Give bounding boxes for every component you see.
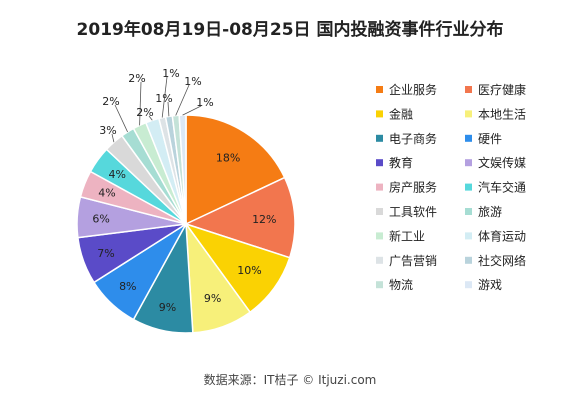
leader-line [111,133,115,143]
leader-line [114,104,128,133]
leader-lines [111,76,202,143]
legend-label: 电子商务 [389,131,437,146]
legend-swatch [465,208,472,215]
slice-label: 3% [99,124,116,137]
slice-label: 2% [136,106,153,119]
legend-swatch [465,183,472,191]
slice-label: 1% [196,96,213,109]
legend-label: 金融 [389,106,413,121]
slice-label: 4% [108,168,125,181]
slice-label: 4% [98,187,115,200]
slice-label: 1% [184,75,201,88]
slice-label: 2% [102,95,119,108]
leader-line [167,101,170,117]
legend-swatch [376,134,383,142]
legend-label: 医疗健康 [478,82,526,97]
leader-line [175,84,190,116]
legend-swatch [376,159,383,167]
legend-swatch [376,208,383,215]
legend-label: 硬件 [478,132,502,146]
legend-swatch [465,281,472,289]
legend-label: 体育运动 [478,228,526,243]
legend-label: 汽车交通 [478,180,526,195]
slice-label: 6% [92,213,109,226]
legend-label: 游戏 [478,278,502,292]
chart-title: 2019年08月19日-08月25日 国内投融资事件行业分布 [77,19,504,40]
slice-labels: 18%12%10%9%9%8%7%6%4%4%3%2%2%2%1%1%1%1% [92,67,276,314]
slice-label: 2% [128,72,145,85]
leader-line [139,81,142,126]
legend-label: 工具软件 [389,205,437,219]
legend-label: 旅游 [478,205,502,219]
pie-slices [76,114,296,334]
legend-swatch [376,86,383,93]
slice-label: 1% [155,92,172,105]
legend-swatch [465,159,472,167]
pie-slice [178,114,187,225]
legend-label: 企业服务 [389,82,437,97]
legend-swatch [376,110,383,118]
leader-line [161,76,168,118]
slice-label: 1% [162,67,179,80]
legend-swatch [376,232,383,240]
pie-slice [183,176,296,259]
legend-label: 物流 [389,278,413,292]
source-note: 数据来源：IT桔子 © Itjuzi.com [204,372,377,387]
legend-label: 社交网络 [478,253,526,268]
legend-swatch [376,281,383,289]
legend-label: 本地生活 [478,107,526,121]
leader-line [148,115,153,121]
legend-swatch [465,134,472,142]
slice-label: 18% [216,152,240,165]
slice-label: 9% [159,301,176,314]
slice-label: 7% [97,247,114,260]
pie-slice [185,114,286,226]
legend-label: 文娱传媒 [478,155,526,170]
legend-label: 广告营销 [389,254,437,268]
slice-label: 9% [204,292,221,305]
legend-swatch [465,232,472,240]
legend-label: 房产服务 [389,180,437,195]
slice-label: 12% [252,213,276,226]
legend-swatch [465,110,472,118]
legend-label: 教育 [389,155,413,170]
leader-line [182,105,202,116]
slice-label: 10% [237,264,261,277]
legend-swatch [465,256,472,264]
legend-swatch [376,256,383,264]
legend-swatch [376,183,383,191]
slice-label: 8% [119,280,136,293]
legend-label: 新工业 [389,228,425,243]
legend-swatch [465,86,472,93]
